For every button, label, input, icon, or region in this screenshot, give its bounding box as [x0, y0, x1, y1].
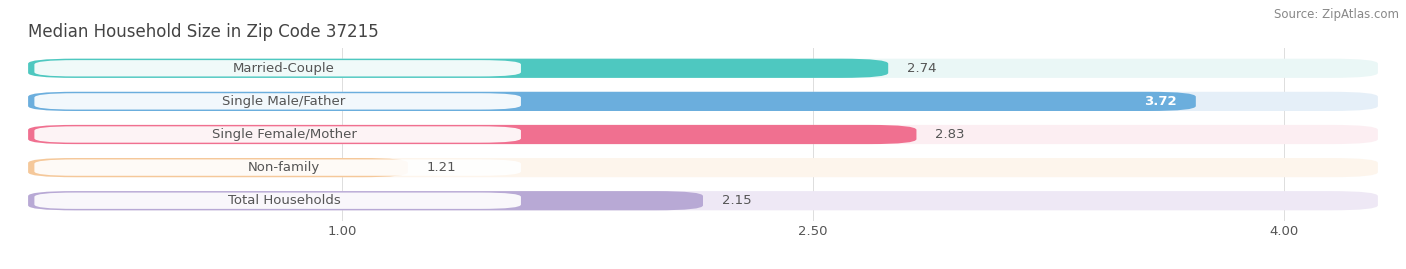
Text: 1.21: 1.21 [427, 161, 457, 174]
Text: Source: ZipAtlas.com: Source: ZipAtlas.com [1274, 8, 1399, 21]
FancyBboxPatch shape [34, 160, 522, 176]
FancyBboxPatch shape [28, 92, 1197, 111]
FancyBboxPatch shape [28, 59, 889, 78]
Text: 2.83: 2.83 [935, 128, 965, 141]
FancyBboxPatch shape [28, 158, 408, 177]
Text: Single Female/Mother: Single Female/Mother [211, 128, 356, 141]
FancyBboxPatch shape [28, 59, 1378, 78]
Text: Single Male/Father: Single Male/Father [222, 95, 346, 108]
FancyBboxPatch shape [34, 60, 522, 76]
FancyBboxPatch shape [34, 126, 522, 143]
FancyBboxPatch shape [28, 158, 1378, 177]
Text: 2.15: 2.15 [721, 194, 751, 207]
FancyBboxPatch shape [28, 191, 703, 210]
FancyBboxPatch shape [34, 193, 522, 209]
FancyBboxPatch shape [28, 92, 1378, 111]
Text: Married-Couple: Married-Couple [233, 62, 335, 75]
Text: Median Household Size in Zip Code 37215: Median Household Size in Zip Code 37215 [28, 23, 378, 41]
FancyBboxPatch shape [28, 125, 917, 144]
FancyBboxPatch shape [34, 93, 522, 109]
FancyBboxPatch shape [28, 125, 1378, 144]
Text: 2.74: 2.74 [907, 62, 936, 75]
Text: 3.72: 3.72 [1144, 95, 1177, 108]
Text: Total Households: Total Households [228, 194, 340, 207]
Text: Non-family: Non-family [247, 161, 321, 174]
FancyBboxPatch shape [28, 191, 1378, 210]
